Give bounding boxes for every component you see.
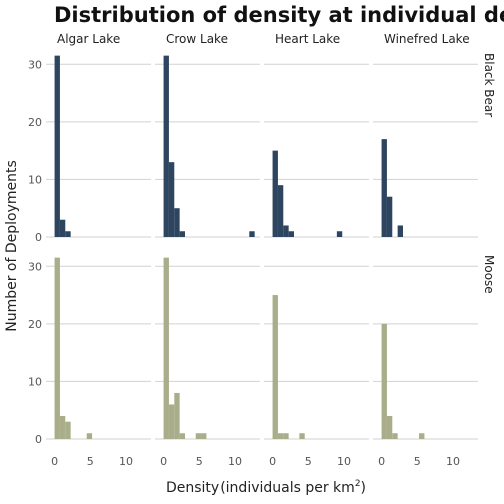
x-tick-label: 5 <box>196 455 203 468</box>
histogram-bar <box>419 433 425 439</box>
x-tick-label: 0 <box>378 455 385 468</box>
histogram-bar <box>168 162 175 237</box>
x-tick-label: 0 <box>160 455 167 468</box>
x-axis-title: Density(individuals per km2) <box>166 479 366 496</box>
y-tick-label: 30 <box>28 58 42 71</box>
histogram-bar <box>392 433 398 439</box>
histogram-bar <box>86 433 93 439</box>
panel-moose-algar-lake <box>46 257 151 440</box>
histogram-bar <box>249 231 255 237</box>
y-tick-label: 10 <box>28 375 42 388</box>
panels-layer <box>46 55 478 440</box>
histogram-bar <box>381 139 387 237</box>
histogram-bar <box>195 433 202 439</box>
y-axis-title: Number of Deployments <box>4 160 20 332</box>
histogram-bar <box>397 225 403 237</box>
histogram-bar <box>59 415 66 439</box>
histogram-bar <box>277 433 284 439</box>
histogram-bar <box>65 231 71 237</box>
histogram-bar <box>54 257 60 439</box>
y-tick-label: 0 <box>35 231 42 244</box>
x-tick-label: 5 <box>305 455 312 468</box>
strip-label-black-bear: Black Bear <box>482 53 496 117</box>
panel-black-bear-algar-lake <box>46 55 151 238</box>
panel-black-bear-crow-lake <box>155 55 260 238</box>
histogram-bar <box>272 150 278 237</box>
chart-title: Distribution of density at individual de… <box>54 3 504 27</box>
histogram-bar <box>283 225 289 237</box>
strip-labels: Algar Lake Crow Lake Heart Lake Winefred La… <box>57 32 496 294</box>
strip-label-algar-lake: Algar Lake <box>57 32 120 46</box>
histogram-bar <box>288 231 294 237</box>
y-tick-label: 30 <box>28 260 42 273</box>
histogram-bar <box>386 196 393 237</box>
x-tick-label: 10 <box>119 455 133 468</box>
y-tick-label: 20 <box>28 116 42 129</box>
histogram-bar <box>277 185 284 237</box>
tick-labels: 0 10 20 30 0 10 20 30 0 5 10 0 5 10 0 5 10 0 5 10 <box>28 58 460 468</box>
x-tick-label: 10 <box>228 455 242 468</box>
histogram-bar <box>59 219 66 237</box>
panel-moose-winefred-lake <box>373 265 478 440</box>
histogram-bar <box>163 257 169 439</box>
y-tick-label: 0 <box>35 433 42 446</box>
x-tick-label: 5 <box>87 455 94 468</box>
x-tick-label: 10 <box>446 455 460 468</box>
histogram-bar <box>299 433 305 439</box>
histogram-bar <box>201 433 207 439</box>
strip-label-winefred-lake: Winefred Lake <box>384 32 470 46</box>
histogram-bar <box>163 55 169 237</box>
histogram-bar <box>54 55 60 237</box>
histogram-bar <box>174 392 180 439</box>
histogram-bar <box>179 231 185 237</box>
histogram-bar <box>174 208 180 237</box>
histogram-bar <box>336 231 343 237</box>
histogram-bar <box>386 415 393 439</box>
panel-moose-heart-lake <box>264 265 369 440</box>
x-tick-label: 5 <box>414 455 421 468</box>
y-tick-label: 20 <box>28 318 42 331</box>
strip-label-heart-lake: Heart Lake <box>275 32 340 46</box>
panel-black-bear-heart-lake <box>264 63 369 238</box>
histogram-bar <box>283 433 289 439</box>
histogram-bar <box>381 323 387 439</box>
y-tick-label: 10 <box>28 173 42 186</box>
strip-label-crow-lake: Crow Lake <box>166 32 228 46</box>
histogram-bar <box>65 421 71 439</box>
x-tick-label: 10 <box>337 455 351 468</box>
x-tick-label: 0 <box>269 455 276 468</box>
x-tick-label: 0 <box>51 455 58 468</box>
histogram-bar <box>272 295 278 439</box>
strip-label-moose: Moose <box>482 255 496 294</box>
panel-moose-crow-lake <box>155 257 260 440</box>
histogram-bar <box>168 404 175 439</box>
histogram-bar <box>179 433 185 439</box>
panel-black-bear-winefred-lake <box>373 63 478 238</box>
